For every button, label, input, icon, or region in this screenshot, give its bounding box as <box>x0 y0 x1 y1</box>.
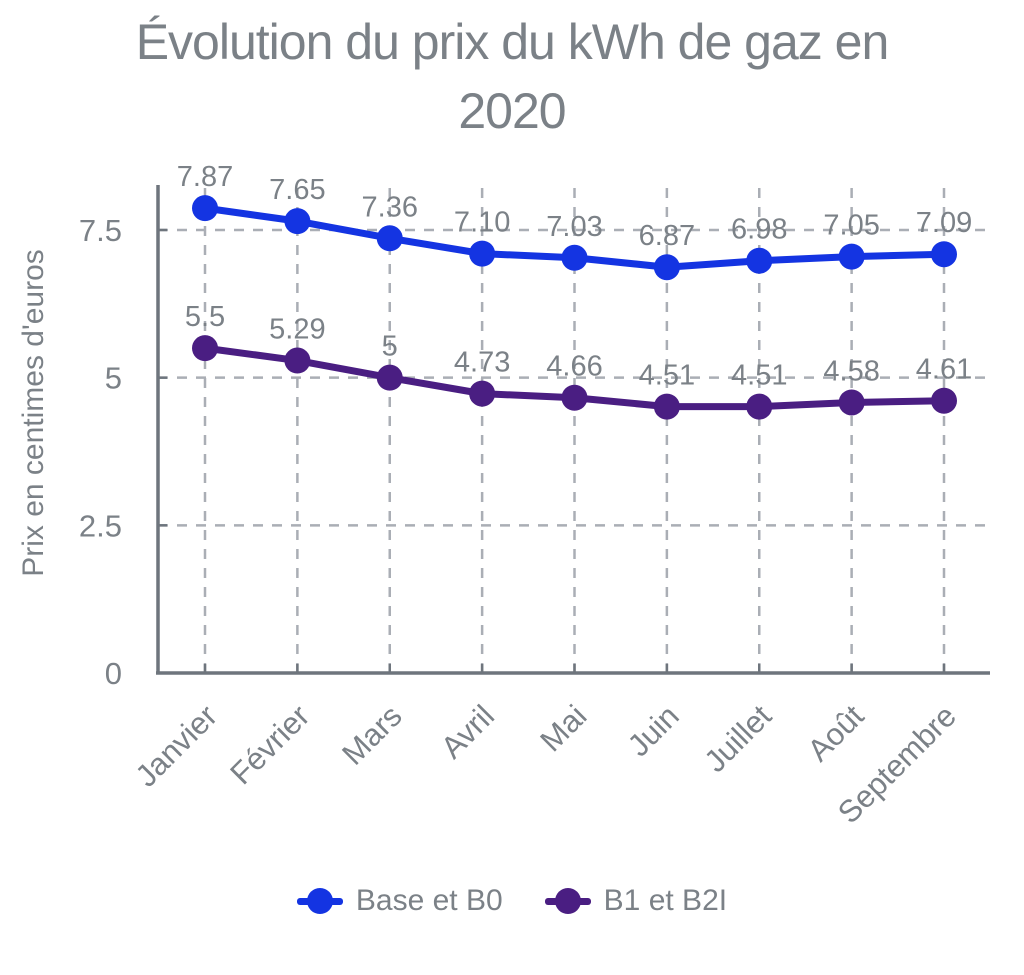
data-label: 4.51 <box>731 360 787 392</box>
data-point <box>284 347 311 374</box>
legend-marker-line-dot-icon <box>296 888 343 914</box>
data-point <box>838 243 865 270</box>
x-tick-label: Avril <box>434 698 501 765</box>
legend-dot-swatch <box>554 888 581 914</box>
legend-dot-swatch <box>306 888 333 914</box>
x-tick-label: Janvier <box>129 698 224 793</box>
legend-item-b1-b2i[interactable]: B1 et B2I <box>544 884 728 918</box>
data-point <box>838 389 865 416</box>
data-label: 4.73 <box>454 347 510 379</box>
legend-label: B1 et B2I <box>603 884 728 917</box>
x-tick-label: Août <box>801 698 871 768</box>
y-tick-label: 0 <box>105 656 122 691</box>
chart-title-line2: 2020 <box>458 83 566 139</box>
data-label: 4.51 <box>639 360 695 392</box>
data-label: 5 <box>382 331 398 363</box>
chart-title: Évolution du prix du kWh de gaz en 2020 <box>0 8 1024 146</box>
data-point <box>561 384 588 411</box>
data-label: 7.87 <box>177 161 233 193</box>
legend-label: Base et B0 <box>355 884 503 917</box>
data-point <box>746 393 773 420</box>
chart-legend: Base et B0 B1 et B2I <box>0 884 1024 918</box>
data-point <box>284 208 311 235</box>
x-tick-label: Février <box>223 698 316 791</box>
data-label: 7.10 <box>454 207 510 239</box>
x-tick-label: Mars <box>335 698 408 771</box>
data-point <box>931 387 957 414</box>
data-label: 7.05 <box>823 210 879 242</box>
data-label: 6.98 <box>731 214 787 246</box>
x-tick-label: Juillet <box>697 698 778 779</box>
data-label: 7.03 <box>546 211 602 243</box>
data-point <box>653 393 680 420</box>
data-label: 7.65 <box>269 174 325 206</box>
legend-marker-line-dot-icon <box>544 888 591 914</box>
y-tick-label: 7.5 <box>79 213 122 248</box>
chart-title-line1: Évolution du prix du kWh de gaz en <box>135 14 890 70</box>
data-point <box>469 240 496 267</box>
data-label: 5.29 <box>269 314 325 346</box>
data-point <box>469 380 496 407</box>
data-label: 7.36 <box>362 191 418 223</box>
data-point <box>376 364 403 391</box>
x-tick-label: Mai <box>533 698 593 758</box>
data-point <box>376 225 403 252</box>
data-point <box>653 254 680 281</box>
y-tick-label: 5 <box>105 361 122 396</box>
data-point <box>746 247 773 274</box>
data-point <box>931 241 957 268</box>
data-label: 4.61 <box>916 354 972 386</box>
data-point <box>192 335 218 362</box>
data-label: 4.58 <box>823 355 879 387</box>
data-point <box>192 195 218 222</box>
data-label: 5.5 <box>185 301 225 333</box>
data-label: 7.09 <box>916 207 972 239</box>
data-point <box>561 244 588 271</box>
y-tick-label: 2.5 <box>79 508 122 543</box>
legend-item-base-b0[interactable]: Base et B0 <box>296 884 503 918</box>
x-tick-label: Juin <box>621 698 686 763</box>
data-label: 6.87 <box>639 220 695 252</box>
data-label: 4.66 <box>546 351 602 383</box>
line-chart: 0 2.5 5 7.5 Janvier Février Mars Avril Mai Juin Ju… <box>79 161 990 830</box>
